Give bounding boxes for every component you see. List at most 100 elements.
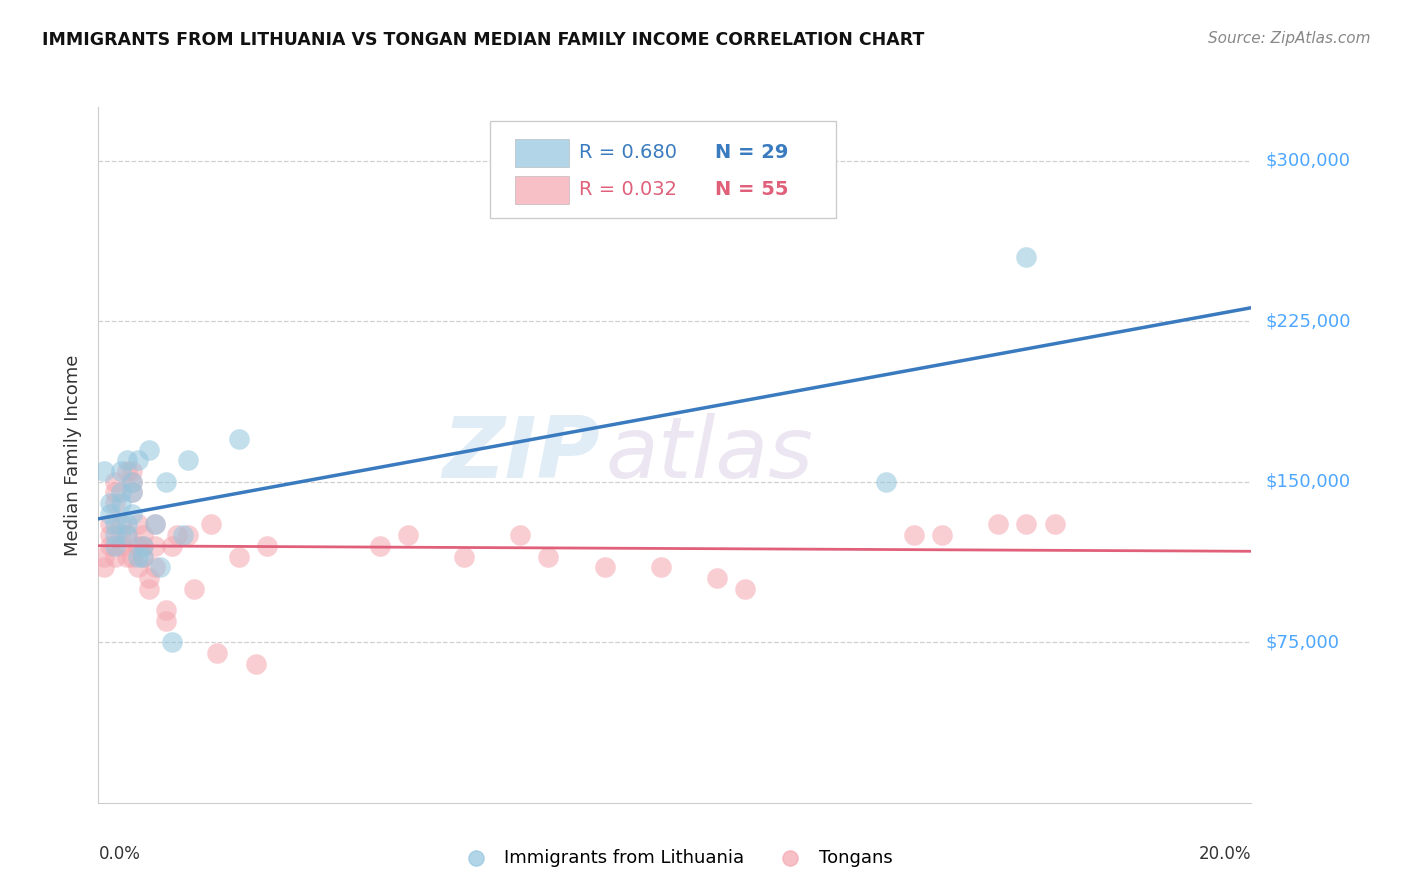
Point [110,517,132,532]
Point [1015,250,1038,264]
Point [110,485,132,500]
Point [121,475,143,489]
Point [200,517,222,532]
Point [143,517,166,532]
Point [104,475,127,489]
Point [537,549,560,564]
Point [93,560,115,574]
Point [706,571,728,585]
Point [132,549,155,564]
Point [509,528,531,542]
Point [115,517,138,532]
Text: atlas: atlas [606,413,814,497]
Point [110,539,132,553]
Text: R = 0.680: R = 0.680 [579,144,678,162]
Text: $75,000: $75,000 [1265,633,1340,651]
Point [127,453,149,467]
Point [245,657,267,671]
Point [121,464,143,478]
Point [368,539,391,553]
Point [127,539,149,553]
Point [143,517,166,532]
Point [160,635,183,649]
Point [121,485,143,500]
Point [93,549,115,564]
Point [93,464,115,478]
Point [115,528,138,542]
Text: $300,000: $300,000 [1265,152,1350,169]
Point [1043,517,1066,532]
Point [132,539,155,553]
Point [110,528,132,542]
Point [453,549,475,564]
Point [104,485,127,500]
Text: Source: ZipAtlas.com: Source: ZipAtlas.com [1208,31,1371,46]
Point [115,464,138,478]
Text: 0.0%: 0.0% [98,845,141,863]
Text: IMMIGRANTS FROM LITHUANIA VS TONGAN MEDIAN FAMILY INCOME CORRELATION CHART: IMMIGRANTS FROM LITHUANIA VS TONGAN MEDI… [42,31,925,49]
Point [104,528,127,542]
Point [228,432,250,446]
Point [98,528,121,542]
Point [205,646,228,660]
Point [132,528,155,542]
Point [98,507,121,521]
Point [115,528,138,542]
Point [98,496,121,510]
Point [1015,517,1038,532]
Point [155,475,177,489]
Point [987,517,1010,532]
Text: N = 29: N = 29 [716,144,789,162]
FancyBboxPatch shape [515,139,569,167]
Text: N = 55: N = 55 [716,180,789,199]
Legend: Immigrants from Lithuania, Tongans: Immigrants from Lithuania, Tongans [450,841,900,874]
Point [166,528,188,542]
Point [121,549,143,564]
Point [121,507,143,521]
Point [104,539,127,553]
Text: R = 0.032: R = 0.032 [579,180,678,199]
Point [127,517,149,532]
Point [143,539,166,553]
Point [104,549,127,564]
Text: $225,000: $225,000 [1265,312,1351,330]
Point [127,560,149,574]
Point [121,475,143,489]
Point [593,560,616,574]
Point [177,453,200,467]
Point [132,549,155,564]
Point [396,528,419,542]
Point [127,549,149,564]
Point [104,496,127,510]
Point [256,539,278,553]
Point [149,560,172,574]
Point [155,614,177,628]
Point [98,539,121,553]
Point [138,442,160,457]
FancyBboxPatch shape [491,121,837,219]
Y-axis label: Median Family Income: Median Family Income [65,354,83,556]
Point [98,517,121,532]
Point [183,582,205,596]
FancyBboxPatch shape [515,176,569,203]
Point [228,549,250,564]
Text: ZIP: ZIP [443,413,600,497]
Point [734,582,756,596]
Point [172,528,194,542]
Point [931,528,953,542]
Text: $150,000: $150,000 [1265,473,1350,491]
Point [110,496,132,510]
Point [143,560,166,574]
Point [138,571,160,585]
Point [875,475,897,489]
Point [104,517,127,532]
Point [115,453,138,467]
Point [121,485,143,500]
Point [132,539,155,553]
Point [160,539,183,553]
Point [650,560,672,574]
Text: 20.0%: 20.0% [1199,845,1251,863]
Point [177,528,200,542]
Point [903,528,925,542]
Point [138,582,160,596]
